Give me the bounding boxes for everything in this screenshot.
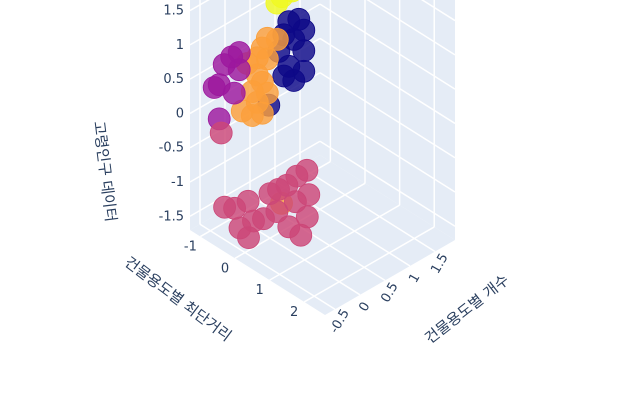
x-axis-label: 건물용도별 개수 bbox=[421, 271, 512, 348]
z-axis-label: 고령인구 데이터 bbox=[90, 120, 120, 223]
data-point bbox=[267, 177, 290, 201]
grid-line bbox=[269, 204, 400, 281]
y-axis-label: 건물용도별 최단거리 bbox=[121, 253, 235, 345]
grid-line bbox=[199, 223, 336, 310]
grid-line bbox=[319, 72, 456, 159]
x-tick-label: 0.5 bbox=[378, 280, 401, 305]
data-point bbox=[202, 76, 226, 99]
data-point bbox=[283, 190, 307, 214]
x-tick-label: 0 bbox=[356, 300, 373, 315]
z-tick-label: 0.5 bbox=[163, 72, 184, 87]
data-point bbox=[272, 64, 296, 88]
y-tick-label: 0 bbox=[221, 261, 229, 276]
grid-line bbox=[189, 106, 321, 183]
y-tick-label: 1 bbox=[255, 283, 263, 298]
data-points bbox=[202, 0, 321, 250]
grid-line bbox=[420, 0, 456, 22]
grid-line bbox=[319, 140, 456, 227]
data-point bbox=[265, 0, 289, 15]
z-tick-label: 1 bbox=[176, 38, 184, 53]
grid-line bbox=[189, 140, 321, 217]
grid-line bbox=[319, 3, 456, 90]
z-tick-label: 0 bbox=[176, 106, 184, 121]
z-tick-label: 1.5 bbox=[163, 4, 184, 19]
grid-lines bbox=[189, 0, 456, 310]
data-point bbox=[289, 223, 313, 247]
y-tick-label: -1 bbox=[184, 240, 197, 255]
z-tick-label: -1 bbox=[171, 175, 184, 190]
grid-line bbox=[319, 37, 456, 125]
z-tick-label: -1.5 bbox=[159, 209, 184, 224]
grid-line bbox=[319, 106, 456, 193]
grid-line bbox=[303, 226, 435, 303]
data-point bbox=[237, 226, 260, 250]
data-point bbox=[212, 53, 236, 76]
y-tick-label: 2 bbox=[290, 305, 298, 320]
grid-line bbox=[299, 165, 436, 253]
grid-line bbox=[366, 0, 456, 56]
x-tick-label: 1 bbox=[406, 271, 423, 286]
x-tick-label: 1.5 bbox=[428, 251, 451, 276]
data-point bbox=[213, 195, 237, 219]
data-point bbox=[209, 121, 233, 145]
z-tick-label: -0.5 bbox=[159, 141, 184, 156]
grid-line bbox=[189, 0, 270, 46]
